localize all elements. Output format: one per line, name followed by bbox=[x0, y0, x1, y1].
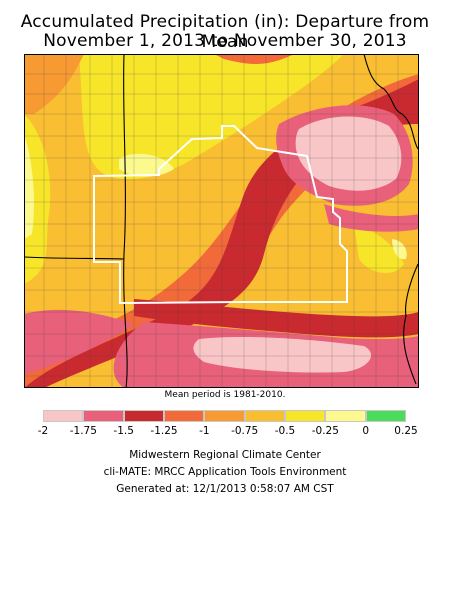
state-borders bbox=[24, 54, 419, 388]
legend-swatch bbox=[365, 410, 406, 422]
legend-tick-label: -1.5 bbox=[113, 425, 134, 437]
legend-tick-label: 0 bbox=[362, 425, 369, 437]
legend-swatch bbox=[43, 410, 84, 422]
legend-swatch bbox=[244, 410, 285, 422]
legend-swatch bbox=[164, 410, 205, 422]
footer-center-name: Midwestern Regional Climate Center bbox=[129, 449, 321, 461]
border-northeast bbox=[363, 54, 419, 150]
legend-swatch bbox=[123, 410, 164, 422]
color-legend bbox=[43, 410, 406, 426]
map-svg bbox=[24, 54, 419, 388]
field-red-south-arm bbox=[134, 299, 419, 338]
legend-swatch bbox=[285, 410, 326, 422]
field-paleyellow-west bbox=[24, 134, 34, 239]
precipitation-departure-map bbox=[24, 54, 419, 388]
map-title-line-2: November 1, 2013 to November 30, 2013 bbox=[43, 31, 407, 51]
legend-tick-label: -1.25 bbox=[150, 425, 178, 437]
legend-swatch bbox=[204, 410, 245, 422]
field-pink-east-strip bbox=[324, 204, 419, 232]
field-paleyellow-east bbox=[392, 239, 407, 260]
field-yellow-west bbox=[24, 114, 51, 284]
footer-generated-time: Generated at: 12/1/2013 0:58:07 AM CST bbox=[116, 483, 334, 495]
border-east bbox=[403, 263, 419, 385]
field-yellow-north bbox=[79, 54, 344, 180]
legend-tick-label: 0.25 bbox=[394, 425, 418, 437]
mean-period-note: Mean period is 1981-2010. bbox=[164, 390, 286, 400]
field-lightpink-south bbox=[193, 336, 372, 373]
map-title-line-1: Accumulated Precipitation (in): Departur… bbox=[20, 12, 430, 52]
legend-tick-label: -0.25 bbox=[311, 425, 339, 437]
legend-tick-label: -0.75 bbox=[231, 425, 259, 437]
border-west bbox=[123, 54, 128, 388]
field-orange-nw bbox=[24, 54, 84, 114]
field-pink-west bbox=[24, 309, 134, 374]
shaded-fields bbox=[24, 54, 419, 388]
legend-tick-label: -1.75 bbox=[69, 425, 97, 437]
footer-tool-name: cli-MATE: MRCC Application Tools Environ… bbox=[103, 466, 347, 478]
field-yellow-east bbox=[354, 224, 404, 274]
study-region-outline bbox=[93, 125, 348, 305]
legend-swatch bbox=[83, 410, 124, 422]
legend-tick-label: -1 bbox=[199, 425, 210, 437]
legend-tick-label: -2 bbox=[37, 425, 49, 437]
legend-swatch bbox=[325, 410, 366, 422]
field-lightpink-ne bbox=[295, 116, 402, 191]
map-frame bbox=[24, 54, 419, 388]
border-southwest bbox=[24, 256, 125, 260]
field-paleyellow-north bbox=[119, 153, 174, 177]
legend-tick-label: -0.5 bbox=[274, 425, 296, 437]
field-darkorange-n bbox=[214, 54, 294, 64]
